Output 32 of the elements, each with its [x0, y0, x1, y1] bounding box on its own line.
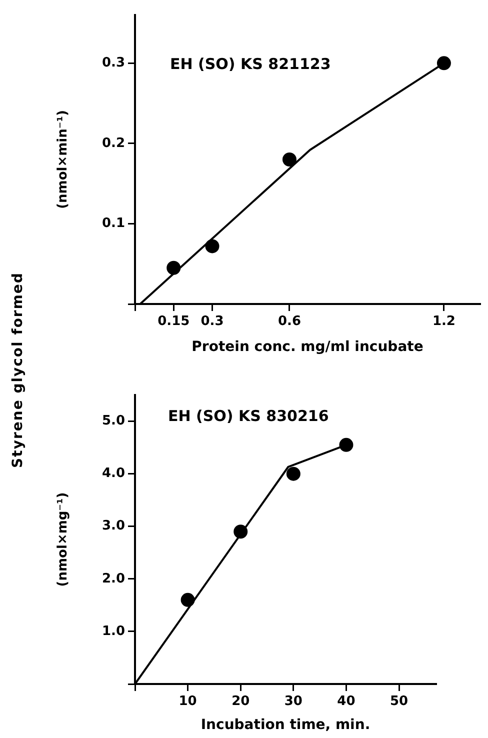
y-axis-title: (nmol×min⁻¹)	[55, 110, 70, 209]
x-tick-label: 50	[390, 694, 408, 710]
point	[180, 592, 195, 607]
x-tick-label: 40	[337, 694, 356, 710]
point	[166, 260, 181, 275]
x-tick-label: 0.15	[158, 314, 190, 330]
point	[339, 438, 354, 452]
x-tick-label: 10	[178, 694, 197, 710]
text: EH (SO) KS 821123	[170, 54, 331, 73]
y-tick-label: 0.3	[102, 56, 125, 71]
x-tick-label: 0.6	[278, 314, 301, 330]
y-tick-label: 5.0	[102, 414, 125, 429]
y-tick-label: 4.0	[102, 466, 125, 482]
x-tick-label: 30	[284, 694, 302, 710]
x-axis-title: Incubation time, min.	[200, 717, 370, 734]
text: EH (SO) KS 830216	[168, 406, 329, 425]
x-tick-label: 20	[232, 694, 250, 710]
y-axis-title: (nmol×mg⁻¹)	[55, 492, 70, 587]
point	[234, 524, 248, 539]
text: Styrene glycol formed	[10, 272, 26, 468]
y-tick-label: 0.1	[102, 216, 125, 232]
y-tick-label: 1.0	[102, 624, 125, 639]
x-tick-label: 0.3	[200, 314, 224, 330]
point	[205, 239, 220, 254]
x-axis-title: Protein conc. mg/ml incubate	[192, 339, 424, 356]
point	[286, 466, 300, 481]
point	[436, 56, 451, 70]
point	[282, 152, 296, 166]
y-tick-label: 3.0	[102, 518, 125, 534]
y-tick-label: 2.0	[102, 571, 125, 586]
x-tick-label: 1.2	[432, 314, 456, 330]
y-tick-label: 0.2	[102, 136, 125, 151]
